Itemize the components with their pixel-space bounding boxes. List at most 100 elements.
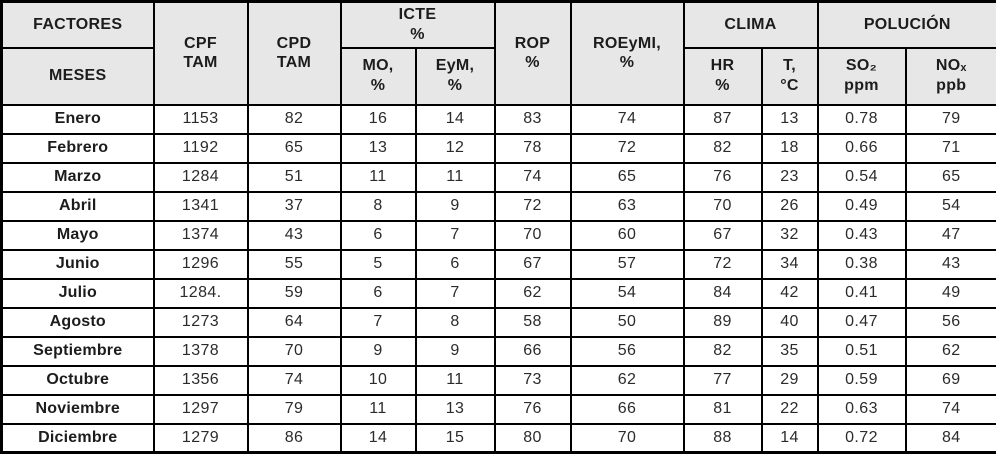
value-cell-icte_mo: 16 xyxy=(339,103,417,135)
table-header: FACTORES CPF TAM CPD TAM ICTE % ROP % RO… xyxy=(0,0,996,106)
month-cell: Julio xyxy=(0,277,155,309)
value-cell-icte_eym: 15 xyxy=(414,422,496,454)
value-cell-clima_hr: 77 xyxy=(682,364,763,396)
value-cell-cpd_tam: 43 xyxy=(246,219,342,251)
value-cell-clima_t: 26 xyxy=(760,190,819,222)
value-cell-nox: 69 xyxy=(904,364,996,396)
table-row: Abril 1341 37 8 9 72 63 70 26 0.49 54 xyxy=(0,190,996,222)
value-cell-nox: 54 xyxy=(904,190,996,222)
value-cell-so2: 0.41 xyxy=(816,277,907,309)
value-cell-clima_t: 13 xyxy=(760,103,819,135)
value-cell-cpd_tam: 70 xyxy=(246,335,342,367)
value-cell-clima_t: 35 xyxy=(760,335,819,367)
value-cell-clima_hr: 87 xyxy=(682,103,763,135)
value-cell-clima_t: 14 xyxy=(760,422,819,454)
value-cell-icte_mo: 10 xyxy=(339,364,417,396)
value-cell-icte_mo: 8 xyxy=(339,190,417,222)
value-cell-nox: 71 xyxy=(904,132,996,164)
value-cell-clima_hr: 82 xyxy=(682,132,763,164)
header-cell-nox: NOₓ ppb xyxy=(904,46,996,106)
value-cell-rop: 58 xyxy=(493,306,572,338)
header-cell-factores: FACTORES xyxy=(0,0,155,49)
value-cell-so2: 0.59 xyxy=(816,364,907,396)
month-cell: Abril xyxy=(0,190,155,222)
value-cell-rop: 74 xyxy=(493,161,572,193)
value-cell-roeymi: 56 xyxy=(569,335,685,367)
header-cell-icte-eym: EyM, % xyxy=(414,46,496,106)
month-cell: Febrero xyxy=(0,132,155,164)
value-cell-clima_hr: 88 xyxy=(682,422,763,454)
value-cell-cpd_tam: 65 xyxy=(246,132,342,164)
value-cell-so2: 0.72 xyxy=(816,422,907,454)
value-cell-cpf_tam: 1279 xyxy=(152,422,249,454)
header-row-top: FACTORES CPF TAM CPD TAM ICTE % ROP % RO… xyxy=(0,0,996,106)
table-row: Febrero 1192 65 13 12 78 72 82 18 0.66 71 xyxy=(0,132,996,164)
value-cell-cpf_tam: 1374 xyxy=(152,219,249,251)
value-cell-icte_mo: 9 xyxy=(339,335,417,367)
value-cell-nox: 56 xyxy=(904,306,996,338)
value-cell-cpf_tam: 1296 xyxy=(152,248,249,280)
value-cell-roeymi: 66 xyxy=(569,393,685,425)
month-cell: Junio xyxy=(0,248,155,280)
value-cell-icte_eym: 8 xyxy=(414,306,496,338)
value-cell-rop: 72 xyxy=(493,190,572,222)
value-cell-icte_mo: 6 xyxy=(339,219,417,251)
value-cell-cpd_tam: 86 xyxy=(246,422,342,454)
value-cell-clima_hr: 84 xyxy=(682,277,763,309)
header-cell-icte-group: ICTE % xyxy=(339,0,496,49)
value-cell-so2: 0.38 xyxy=(816,248,907,280)
value-cell-nox: 79 xyxy=(904,103,996,135)
header-cell-so2: SO₂ ppm xyxy=(816,46,907,106)
value-cell-icte_eym: 13 xyxy=(414,393,496,425)
header-cell-clima-t: T, °C xyxy=(760,46,819,106)
value-cell-roeymi: 54 xyxy=(569,277,685,309)
value-cell-so2: 0.54 xyxy=(816,161,907,193)
value-cell-nox: 74 xyxy=(904,393,996,425)
value-cell-icte_eym: 6 xyxy=(414,248,496,280)
value-cell-roeymi: 62 xyxy=(569,364,685,396)
value-cell-icte_eym: 14 xyxy=(414,103,496,135)
month-cell: Octubre xyxy=(0,364,155,396)
value-cell-roeymi: 63 xyxy=(569,190,685,222)
value-cell-icte_mo: 5 xyxy=(339,248,417,280)
header-cell-clima-hr: HR % xyxy=(682,46,763,106)
value-cell-so2: 0.66 xyxy=(816,132,907,164)
value-cell-nox: 47 xyxy=(904,219,996,251)
header-cell-polucion-group: POLUCIÓN xyxy=(816,0,996,49)
value-cell-cpd_tam: 82 xyxy=(246,103,342,135)
header-cell-rop: ROP % xyxy=(493,0,572,106)
value-cell-cpf_tam: 1378 xyxy=(152,335,249,367)
value-cell-clima_t: 34 xyxy=(760,248,819,280)
value-cell-rop: 70 xyxy=(493,219,572,251)
value-cell-cpd_tam: 79 xyxy=(246,393,342,425)
value-cell-clima_hr: 72 xyxy=(682,248,763,280)
value-cell-cpf_tam: 1284. xyxy=(152,277,249,309)
value-cell-cpf_tam: 1341 xyxy=(152,190,249,222)
value-cell-clima_t: 32 xyxy=(760,219,819,251)
value-cell-cpf_tam: 1153 xyxy=(152,103,249,135)
value-cell-clima_hr: 67 xyxy=(682,219,763,251)
value-cell-cpf_tam: 1297 xyxy=(152,393,249,425)
value-cell-cpd_tam: 55 xyxy=(246,248,342,280)
value-cell-cpd_tam: 51 xyxy=(246,161,342,193)
value-cell-cpd_tam: 59 xyxy=(246,277,342,309)
value-cell-rop: 83 xyxy=(493,103,572,135)
header-cell-cpd-tam: CPD TAM xyxy=(246,0,342,106)
value-cell-icte_eym: 9 xyxy=(414,335,496,367)
value-cell-icte_mo: 13 xyxy=(339,132,417,164)
value-cell-clima_hr: 82 xyxy=(682,335,763,367)
header-cell-clima-group: CLIMA xyxy=(682,0,819,49)
value-cell-clima_hr: 81 xyxy=(682,393,763,425)
value-cell-roeymi: 60 xyxy=(569,219,685,251)
table-row: Octubre 1356 74 10 11 73 62 77 29 0.59 69 xyxy=(0,364,996,396)
value-cell-rop: 73 xyxy=(493,364,572,396)
table-row: Septiembre 1378 70 9 9 66 56 82 35 0.51 62 xyxy=(0,335,996,367)
value-cell-rop: 80 xyxy=(493,422,572,454)
value-cell-rop: 76 xyxy=(493,393,572,425)
value-cell-roeymi: 57 xyxy=(569,248,685,280)
value-cell-clima_t: 18 xyxy=(760,132,819,164)
value-cell-clima_t: 29 xyxy=(760,364,819,396)
value-cell-rop: 67 xyxy=(493,248,572,280)
table-row: Diciembre 1279 86 14 15 80 70 88 14 0.72 84 xyxy=(0,422,996,454)
